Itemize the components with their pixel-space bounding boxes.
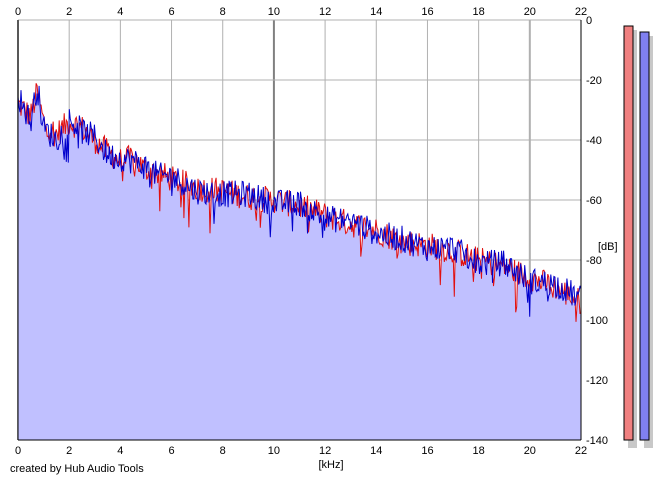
- x-tick-label-bottom: 2: [66, 445, 72, 457]
- y-tick-label: -120: [586, 375, 608, 387]
- axes: [17, 20, 582, 441]
- credit-text: created by Hub Audio Tools: [10, 463, 144, 475]
- series-line-blue: [17, 85, 582, 317]
- x-tick-label-bottom: 22: [575, 445, 587, 457]
- x-tick-label-bottom: 14: [370, 445, 382, 457]
- y-axis-label: [dB]: [598, 241, 618, 253]
- y-tick-labels: 0 -20 -40 -60 -80 -100 -120 -140: [586, 15, 608, 447]
- y-tick-label: -40: [586, 135, 602, 147]
- x-tick-label-top: 10: [268, 6, 280, 18]
- x-tick-label-bottom: 4: [117, 445, 123, 457]
- x-tick-label-bottom: 20: [524, 445, 536, 457]
- y-tick-label: -140: [586, 435, 608, 447]
- x-tick-label-bottom: 6: [168, 445, 174, 457]
- y-tick-label: 0: [586, 15, 592, 27]
- x-tick-label-bottom: 12: [319, 445, 331, 457]
- level-meter-left: [623, 25, 634, 441]
- x-tick-labels-top: 0 2 4 6 8 10 12 14 16 18 20 22: [15, 6, 587, 18]
- x-tick-label-top: 14: [370, 6, 382, 18]
- level-meter-right: [639, 31, 650, 441]
- x-tick-label-top: 18: [473, 6, 485, 18]
- x-tick-label-bottom: 0: [15, 445, 21, 457]
- level-meters: [623, 25, 653, 448]
- y-tick-label: -60: [586, 195, 602, 207]
- x-tick-label-bottom: 16: [421, 445, 433, 457]
- x-tick-label-top: 6: [168, 6, 174, 18]
- x-tick-label-top: 2: [66, 6, 72, 18]
- x-tick-labels-bottom: 0 2 4 6 8 10 12 14 16 18 20 22: [15, 445, 587, 457]
- x-tick-label-bottom: 10: [268, 445, 280, 457]
- x-tick-label-top: 22: [575, 6, 587, 18]
- x-tick-label-bottom: 18: [473, 445, 485, 457]
- x-tick-label-top: 20: [524, 6, 536, 18]
- y-tick-label: -80: [586, 255, 602, 267]
- x-axis-label: [kHz]: [318, 459, 343, 471]
- x-tick-label-top: 16: [421, 6, 433, 18]
- y-tick-label: -100: [586, 315, 608, 327]
- x-tick-label-top: 4: [117, 6, 123, 18]
- x-tick-label-bottom: 8: [220, 445, 226, 457]
- x-tick-label-top: 12: [319, 6, 331, 18]
- x-tick-label-top: 8: [220, 6, 226, 18]
- spectrum-lines: [17, 83, 582, 322]
- y-tick-label: -20: [586, 75, 602, 87]
- x-tick-label-top: 0: [15, 6, 21, 18]
